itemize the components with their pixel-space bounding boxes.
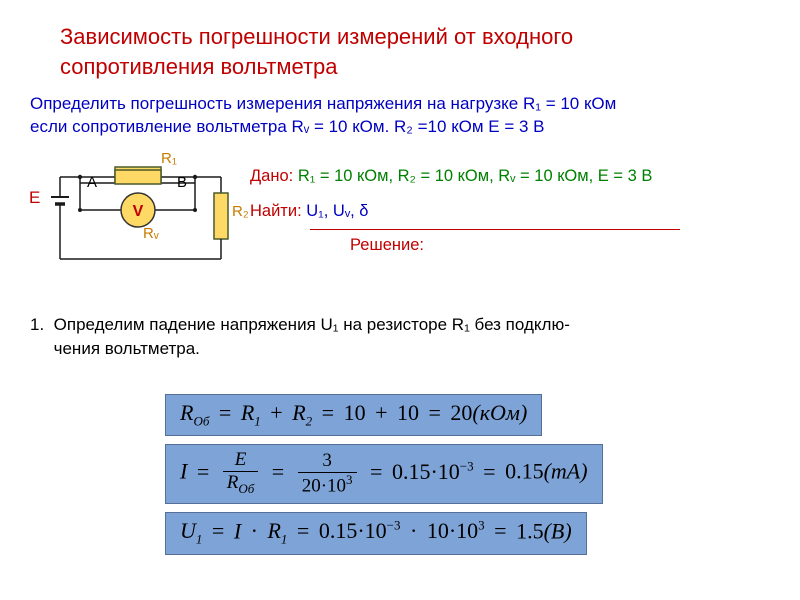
title-line1: Зависимость погрешности измерений от вхо… [60, 24, 573, 49]
f2-unit: (mA) [544, 459, 588, 484]
step1-text-a: Определим падение напряжения U₁ на резис… [54, 315, 570, 334]
f1-R2: R2 [292, 400, 312, 425]
f2-I: I [180, 459, 187, 484]
f1-res: 20 [450, 400, 472, 425]
f1-unit: (кОм) [472, 400, 527, 425]
f2-r1: 0.15·10−3 [392, 459, 474, 484]
formulas-block: RОб = R1 + R2 = 10 + 10 = 20(кОм) I = E … [165, 390, 645, 559]
f1-v2: 10 [397, 400, 419, 425]
label-E: E [29, 188, 40, 208]
label-R1: R₁ [161, 150, 177, 167]
title-line2: сопротивления вольтметра [60, 54, 338, 79]
f3-R1: R1 [267, 518, 287, 543]
step-1: 1. Определим падение напряжения U₁ на ре… [30, 313, 770, 361]
svg-text:V: V [133, 203, 144, 220]
problem-line1: Определить погрешность измерения напряже… [30, 94, 616, 113]
label-R2: R₂ [232, 203, 249, 220]
separator-line [310, 229, 680, 230]
label-B: B [177, 174, 187, 191]
formula-1: RОб = R1 + R2 = 10 + 10 = 20(кОм) [165, 394, 542, 436]
f3-U1: U1 [180, 518, 202, 543]
reshenie-label: Решение: [350, 236, 780, 255]
circuit-diagram: V E A B R₁ R₂ Rᵥ [25, 155, 240, 275]
f3-I: I [234, 518, 241, 543]
f2-frac2: 3 20·103 [298, 451, 357, 497]
f3-b: 10·103 [427, 518, 485, 543]
given-block: Дано: R₁ = 10 кОм, R₂ = 10 кОм, Rᵥ = 10 … [250, 167, 780, 271]
dano-values: R₁ = 10 кОм, R₂ = 10 кОм, Rᵥ = 10 кОм, Е… [298, 167, 653, 185]
problem-statement: Определить погрешность измерения напряже… [0, 89, 800, 143]
given-dano-line: Дано: R₁ = 10 кОм, R₂ = 10 кОм, Rᵥ = 10 … [250, 167, 780, 186]
f3-unit: (В) [544, 518, 572, 543]
formula-3: U1 = I · R1 = 0.15·10−3 · 10·103 = 1.5(В… [165, 512, 587, 555]
step1-text-b: чения вольтметра. [54, 339, 200, 358]
page-title: Зависимость погрешности измерений от вхо… [0, 0, 800, 89]
f2-frac1: E RОб [223, 450, 259, 497]
f1-Rob: RОб [180, 400, 209, 425]
circuit-svg: V [25, 155, 240, 275]
dano-label: Дано: [250, 167, 293, 185]
f1-v1: 10 [344, 400, 366, 425]
label-Rv: Rᵥ [143, 225, 159, 242]
f3-res: 1.5 [516, 518, 544, 543]
f1-R1: R1 [241, 400, 261, 425]
problem-line2: если сопротивление вольтметра Rᵥ = 10 кО… [30, 117, 545, 136]
naiti-values: U₁, Uᵥ, δ [306, 202, 368, 220]
step1-num: 1. [30, 315, 44, 334]
f3-a: 0.15·10−3 [319, 518, 401, 543]
naiti-label: Найти: [250, 202, 302, 220]
label-A: A [87, 174, 97, 191]
formula-2: I = E RОб = 3 20·103 = 0.15·10−3 = 0.15(… [165, 444, 603, 504]
given-find-line: Найти: U₁, Uᵥ, δ [250, 202, 780, 221]
f2-r2: 0.15 [505, 459, 544, 484]
